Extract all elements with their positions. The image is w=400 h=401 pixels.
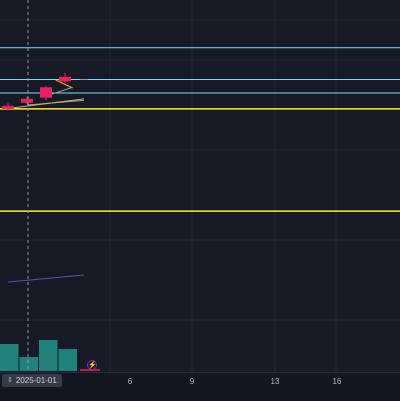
volume-bar [39,340,58,371]
candle-body [2,105,14,109]
volume-bar [19,357,38,371]
time-axis-tick-label: 13 [270,377,280,386]
time-axis-tick-label: 9 [189,377,195,386]
crosshair-date-label: ⇕ 2025-01-01 [2,374,62,387]
volume-bars [0,340,100,371]
moving-average-line [7,98,85,110]
moving-average-line [55,79,73,89]
lightning-icon[interactable]: ⚡ [87,360,97,370]
volume-bar [80,369,100,371]
moving-averages [7,79,85,283]
crosshair-date-text: 2025-01-01 [15,376,57,385]
arrows-icon: ⇕ [7,377,13,384]
candles [2,72,88,111]
volume-bar [58,349,77,371]
horizontal-lines[interactable] [0,47,400,212]
moving-average-line [51,86,73,95]
time-axis[interactable] [0,372,400,401]
candle-body [21,98,33,103]
grid [0,0,400,372]
moving-average-line [7,274,85,283]
time-axis-tick-label: 6 [127,377,133,386]
time-axis-tick-label: 16 [332,377,342,386]
candle-body [40,87,52,98]
volume-bar [0,344,19,371]
candle-body [59,76,71,82]
